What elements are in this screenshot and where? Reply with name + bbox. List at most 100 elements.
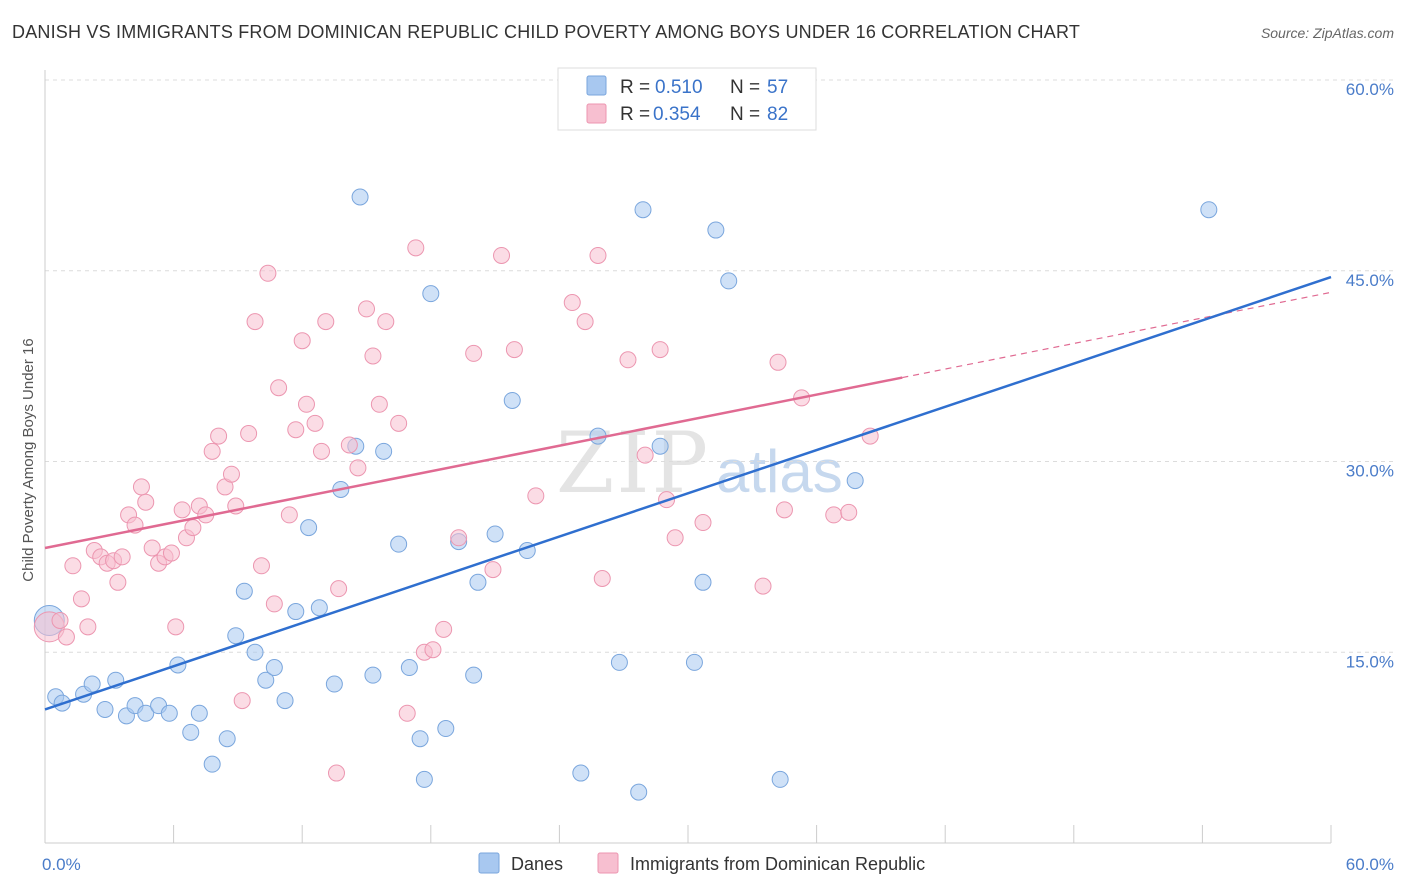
immigrants-point <box>312 442 330 460</box>
legend-r-value-danes: 0.510 <box>655 77 703 98</box>
immigrants-trend-line <box>44 376 903 550</box>
immigrants-point <box>505 341 523 359</box>
danes-point <box>96 700 114 718</box>
danes-point <box>685 653 703 671</box>
danes-point <box>265 659 283 677</box>
immigrants-point <box>390 414 408 432</box>
immigrants-point <box>775 501 793 519</box>
immigrants-point <box>265 595 283 613</box>
immigrants-point <box>769 353 787 371</box>
immigrants-point <box>694 514 712 532</box>
immigrants-point <box>259 264 277 282</box>
danes-point <box>651 437 669 455</box>
danes-point <box>227 627 245 645</box>
danes-point <box>572 764 590 782</box>
danes-point <box>246 643 264 661</box>
danes-point <box>1200 201 1218 219</box>
x-tick-marks <box>44 825 1332 843</box>
immigrants-point <box>240 425 258 443</box>
immigrants-point <box>593 569 611 587</box>
immigrants-point <box>465 344 483 362</box>
immigrants-point <box>358 300 375 318</box>
immigrants-point <box>184 519 202 537</box>
immigrants-point <box>754 577 772 595</box>
immigrants-point <box>636 446 654 464</box>
legend-r-value-immigrants: 0.354 <box>653 104 701 125</box>
danes-point <box>310 599 328 617</box>
chart-source: Source: ZipAtlas.com <box>1261 25 1394 41</box>
danes-point <box>437 720 455 738</box>
danes-point <box>351 188 369 206</box>
immigrants-point <box>340 436 358 454</box>
immigrants-point <box>287 421 305 439</box>
immigrants-point <box>666 529 684 547</box>
y-tick-labels: 15.0% 30.0% 45.0% 60.0% <box>1346 80 1394 671</box>
immigrants-point <box>377 313 395 331</box>
gridlines <box>45 79 1394 653</box>
danes-point <box>325 675 343 693</box>
immigrants-point <box>589 246 607 264</box>
danes-point <box>300 519 318 537</box>
immigrants-trend-line-extension <box>902 291 1332 379</box>
immigrants-point <box>222 465 240 483</box>
danes-point <box>190 704 208 722</box>
immigrants-point <box>364 347 382 365</box>
x-tick-label-min: 0.0% <box>42 855 81 874</box>
danes-point <box>276 692 294 710</box>
immigrants-point <box>293 332 311 350</box>
legend-swatch-immigrants <box>586 103 607 124</box>
danes-point <box>771 770 789 788</box>
danes-point <box>137 704 155 722</box>
immigrants-point <box>317 313 335 331</box>
legend-n-label-danes: N = <box>730 77 760 98</box>
danes-point <box>486 525 504 543</box>
immigrants-point <box>109 573 127 591</box>
immigrants-point <box>563 294 581 312</box>
danes-point <box>235 582 253 600</box>
danes-point <box>503 391 521 409</box>
danes-trend-line <box>44 275 1332 711</box>
immigrants-point <box>297 395 315 413</box>
danes-point <box>257 671 275 689</box>
danes-point <box>218 730 236 748</box>
y-tick-label: 30.0% <box>1346 462 1394 481</box>
danes-point <box>203 755 221 773</box>
immigrants-point <box>113 548 131 566</box>
immigrants-point <box>210 427 228 445</box>
immigrants-point <box>330 580 348 598</box>
trend-lines <box>44 275 1332 711</box>
danes-point <box>846 472 864 490</box>
immigrants-point <box>424 641 442 659</box>
legend-n-value-immigrants: 82 <box>767 104 788 125</box>
legend-box: R = 0.510 N = 57 R = 0.354 N = 82 <box>557 67 817 131</box>
danes-point <box>287 603 305 621</box>
danes-point <box>390 535 408 553</box>
danes-point <box>610 653 628 671</box>
series-immigrants <box>33 239 879 782</box>
immigrants-point <box>57 628 75 646</box>
immigrants-point <box>203 442 221 460</box>
immigrants-point <box>435 620 453 638</box>
immigrants-point <box>651 341 669 359</box>
immigrants-point <box>173 501 191 519</box>
danes-point <box>182 723 200 741</box>
immigrants-point <box>576 313 594 331</box>
danes-point <box>465 666 483 684</box>
immigrants-point <box>527 487 545 505</box>
y-axis-label: Child Poverty Among Boys Under 16 <box>20 338 37 581</box>
immigrants-point <box>79 618 97 636</box>
immigrants-point <box>252 557 270 575</box>
immigrants-point <box>327 764 345 782</box>
immigrants-point <box>246 313 264 331</box>
immigrants-point <box>306 414 324 432</box>
legend-r-label-danes: R = <box>620 77 650 98</box>
bottom-legend: Danes Immigrants from Dominican Republic <box>478 852 925 874</box>
chart-title: DANISH VS IMMIGRANTS FROM DOMINICAN REPU… <box>12 22 1080 42</box>
x-tick-label-max: 60.0% <box>1346 855 1394 874</box>
danes-point <box>160 704 178 722</box>
danes-point <box>83 675 101 693</box>
immigrants-point <box>143 539 161 557</box>
danes-point <box>707 221 725 239</box>
immigrants-point <box>137 493 155 511</box>
